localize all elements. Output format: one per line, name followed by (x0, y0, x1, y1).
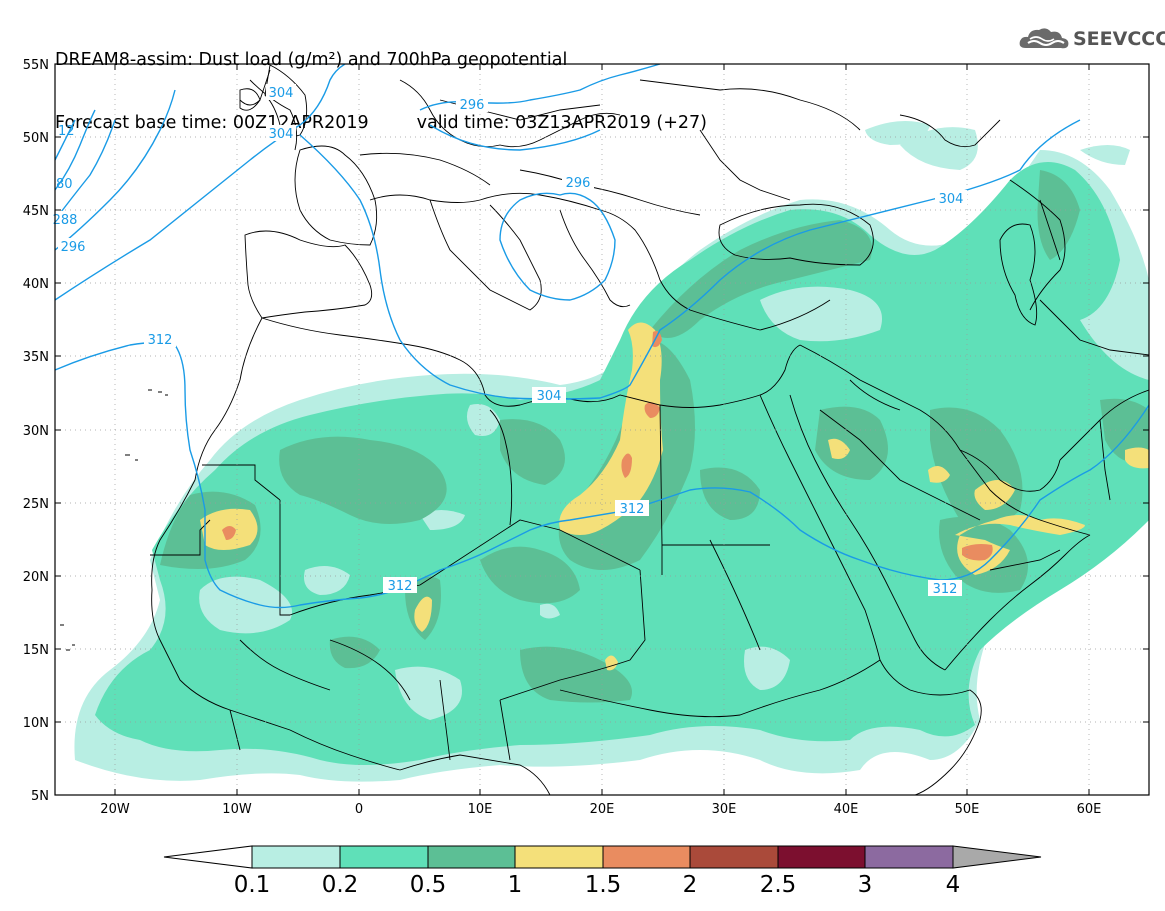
svg-text:312: 312 (148, 333, 173, 348)
lat-tick-label: 30N (23, 424, 49, 439)
title-line-1: DREAM8-assim: Dust load (g/m²) and 700hP… (55, 50, 568, 70)
lon-tick-label: 40E (834, 802, 859, 817)
contour-label: 80 (56, 177, 73, 192)
lon-tick-label: 30E (712, 802, 737, 817)
colorbar-segment (339, 845, 429, 869)
lat-axis: 55N 50N 45N 40N 35N 30N 25N 20N 15N 10N … (23, 58, 1149, 804)
title-line-2: Forecast base time: 00Z12APR2019 valid ti… (55, 113, 707, 134)
colorbar-label: 1 (507, 872, 523, 898)
colorbar (163, 845, 1042, 869)
lon-tick-label: 20W (100, 802, 130, 817)
colorbar-label: 3 (857, 872, 873, 898)
svg-text:296: 296 (460, 98, 485, 113)
svg-text:80: 80 (56, 177, 73, 192)
svg-text:304: 304 (939, 192, 964, 207)
lat-tick-label: 15N (23, 643, 49, 658)
colorbar-segment (602, 845, 691, 869)
svg-text:288: 288 (53, 213, 78, 228)
colorbar-label: 2.5 (759, 872, 797, 898)
lat-tick-label: 40N (23, 277, 49, 292)
lon-tick-label: 0 (355, 802, 363, 817)
lat-tick-label: 5N (31, 789, 49, 804)
contour-label: 312 (383, 577, 417, 594)
seevccc-logo: SEEVCCC (1018, 26, 1165, 52)
colorbar-segment (427, 845, 516, 869)
lat-tick-label: 35N (23, 350, 49, 365)
colorbar-segment (864, 845, 954, 869)
colorbar-label: 2 (682, 872, 698, 898)
contour-label: 288 (52, 211, 80, 228)
svg-text:296: 296 (61, 240, 86, 255)
contour-label: 304 (266, 84, 296, 101)
colorbar-label: 0.1 (233, 872, 271, 898)
coastlines-borders (60, 64, 1149, 795)
contour-label: 304 (266, 125, 296, 142)
colorbar-segment (163, 845, 253, 869)
base-time: Forecast base time: 00Z12APR2019 (55, 113, 369, 133)
cloud-icon (1019, 28, 1069, 49)
valid-time: valid time: 03Z13APR2019 (+27) (416, 113, 708, 133)
contour-label: 296 (456, 96, 488, 113)
lat-tick-label: 10N (23, 716, 49, 731)
contour-labels: 304 296 304 296 288 296 304 312 (52, 84, 967, 597)
lat-tick-label: 55N (23, 58, 49, 73)
lon-tick-label: 60E (1077, 802, 1102, 817)
contour-label: 304 (532, 387, 566, 404)
dust-shading-gaps (199, 286, 882, 720)
dust-shading-1-5 (222, 331, 993, 561)
lat-tick-label: 20N (23, 570, 49, 585)
svg-text:304: 304 (269, 86, 294, 101)
svg-text:312: 312 (388, 579, 413, 594)
svg-text:12: 12 (58, 124, 75, 139)
svg-text:296: 296 (566, 176, 591, 191)
colorbar-label: 4 (945, 872, 961, 898)
colorbar-label: 0.2 (321, 872, 359, 898)
contour-label: 296 (58, 238, 88, 255)
colorbar-segment (777, 845, 866, 869)
lat-tick-label: 45N (23, 204, 49, 219)
colorbar-segment (952, 845, 1042, 869)
svg-text:312: 312 (620, 502, 645, 517)
lat-tick-label: 50N (23, 131, 49, 146)
lon-tick-label: 50E (955, 802, 980, 817)
colorbar-segment (251, 845, 341, 869)
colorbar-label: 1.5 (584, 872, 622, 898)
colorbar-label: 0.5 (409, 872, 447, 898)
contour-label: 312 (928, 580, 962, 597)
lon-tick-label: 10W (222, 802, 252, 817)
lon-tick-label: 10E (468, 802, 493, 817)
lat-tick-label: 25N (23, 497, 49, 512)
colorbar-segment (689, 845, 779, 869)
contour-label: 304 (935, 190, 967, 207)
svg-text:312: 312 (933, 582, 958, 597)
contour-label: 296 (562, 174, 594, 191)
lon-tick-label: 20E (590, 802, 615, 817)
contour-label: 312 (144, 331, 176, 348)
graticule (55, 64, 1149, 795)
contour-label: 312 (615, 500, 649, 517)
contour-label: 12 (58, 124, 75, 139)
logo-text: SEEVCCC (1073, 28, 1165, 50)
svg-text:304: 304 (537, 389, 562, 404)
svg-text:304: 304 (269, 127, 294, 142)
colorbar-segment (514, 845, 604, 869)
lon-axis: 20W 10W 0 10E 20E 30E 40E 50E 60E (100, 64, 1101, 817)
map-title: DREAM8-assim: Dust load (g/m²) and 700hP… (55, 8, 707, 155)
